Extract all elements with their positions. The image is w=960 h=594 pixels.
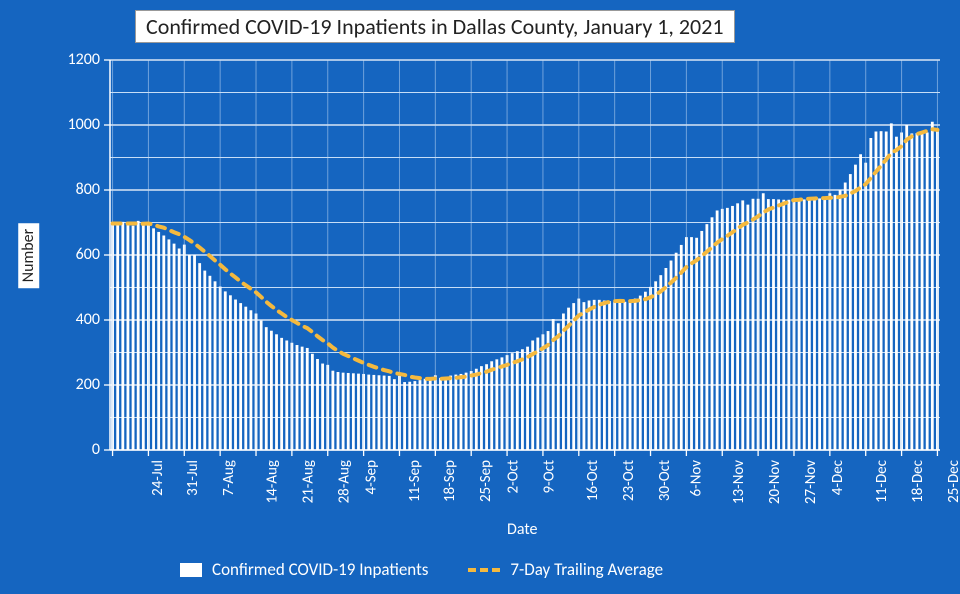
chart-container: Confirmed COVID-19 Inpatients in Dallas …: [0, 0, 960, 594]
x-tick-label: 6-Nov: [687, 460, 705, 497]
x-tick-label: 21-Aug: [299, 460, 317, 503]
x-tick-label: 7-Aug: [220, 460, 238, 496]
x-tick-label: 30-Oct: [656, 460, 674, 501]
x-tick-label: 31-Jul: [184, 460, 202, 496]
x-tick-label: 28-Aug: [335, 460, 353, 503]
x-axis-label: Date: [507, 520, 538, 539]
legend-swatch-dash: [468, 568, 500, 572]
y-tick-label: 600: [76, 245, 100, 264]
x-tick-label: 18-Dec: [909, 460, 927, 503]
x-tick-label: 4-Sep: [362, 460, 380, 494]
chart-svg: [0, 0, 960, 594]
x-tick-label: 24-Jul: [148, 460, 166, 496]
legend-bar-label: Confirmed COVID-19 Inpatients: [212, 559, 428, 580]
x-tick-label: 14-Aug: [264, 460, 282, 503]
y-tick-label: 800: [76, 180, 100, 199]
x-tick-label: 25-Sep: [477, 460, 495, 502]
x-tick-label: 4-Dec: [829, 460, 847, 495]
legend-item-line: 7-Day Trailing Average: [468, 559, 663, 580]
chart-title-text: Confirmed COVID-19 Inpatients in Dallas …: [146, 13, 724, 40]
y-tick-label: 200: [76, 375, 100, 394]
x-tick-label: 2-Oct: [505, 460, 523, 494]
y-axis-label-text: Number: [19, 229, 38, 282]
x-tick-label: 25-Dec: [944, 460, 960, 503]
y-tick-label: 1000: [68, 115, 100, 134]
x-tick-label: 11-Sep: [406, 460, 424, 502]
x-tick-label: 9-Oct: [541, 460, 559, 494]
y-tick-label: 0: [92, 440, 100, 459]
y-tick-label: 1200: [68, 50, 100, 69]
legend-line-label: 7-Day Trailing Average: [510, 559, 663, 580]
chart-title: Confirmed COVID-19 Inpatients in Dallas …: [135, 10, 735, 43]
x-tick-label: 13-Nov: [730, 460, 748, 504]
x-axis-label-text: Date: [507, 520, 538, 539]
legend-item-bars: Confirmed COVID-19 Inpatients: [180, 559, 428, 580]
x-tick-label: 23-Oct: [620, 460, 638, 501]
x-tick-label: 27-Nov: [802, 460, 820, 504]
x-tick-label: 16-Oct: [584, 460, 602, 501]
x-tick-label: 20-Nov: [766, 460, 784, 504]
x-tick-label: 11-Dec: [873, 460, 891, 503]
x-tick-label: 18-Sep: [442, 460, 460, 502]
y-axis-label: Number: [18, 223, 39, 288]
y-tick-label: 400: [76, 310, 100, 329]
legend: Confirmed COVID-19 Inpatients 7-Day Trai…: [180, 559, 663, 580]
legend-swatch-bar: [180, 563, 202, 577]
